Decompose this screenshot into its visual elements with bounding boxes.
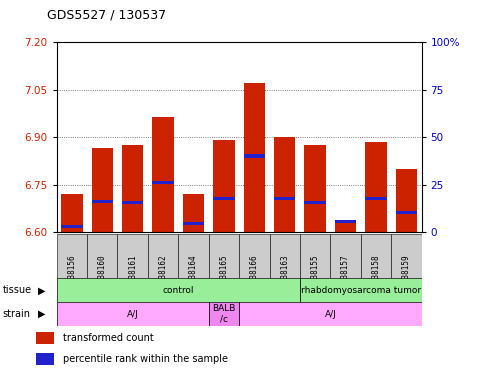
Bar [183, 194, 204, 232]
Bar [183, 222, 204, 225]
Bar [209, 234, 239, 278]
Text: GSM738162: GSM738162 [159, 254, 168, 296]
Bar [152, 117, 174, 232]
Bar [274, 137, 295, 232]
Text: GSM738155: GSM738155 [311, 254, 319, 296]
Bar [61, 225, 82, 228]
Text: transformed count: transformed count [63, 333, 154, 343]
Bar [239, 234, 270, 278]
Text: GSM738165: GSM738165 [219, 254, 228, 296]
Bar [152, 181, 174, 184]
Text: control: control [163, 286, 194, 295]
Bar [92, 200, 113, 203]
Bar [148, 234, 178, 278]
Bar [244, 154, 265, 157]
Bar [305, 200, 326, 204]
Text: GDS5527 / 130537: GDS5527 / 130537 [47, 8, 166, 21]
Bar [391, 234, 422, 278]
Bar [365, 197, 387, 200]
Text: ▶: ▶ [38, 309, 46, 319]
Bar [396, 211, 417, 214]
Bar [270, 234, 300, 278]
Text: A/J: A/J [324, 310, 336, 319]
Bar [36, 332, 54, 344]
Text: GSM738160: GSM738160 [98, 254, 107, 296]
Bar [36, 353, 54, 365]
Bar [209, 302, 239, 326]
Bar [239, 302, 422, 326]
Bar [274, 197, 295, 200]
Bar [335, 220, 356, 223]
Bar [92, 148, 113, 232]
Bar [300, 234, 330, 278]
Bar [122, 145, 143, 232]
Text: GSM738159: GSM738159 [402, 254, 411, 296]
Bar [178, 234, 209, 278]
Text: GSM738163: GSM738163 [280, 254, 289, 296]
Text: GSM738157: GSM738157 [341, 254, 350, 296]
Bar [213, 141, 235, 232]
Text: A/J: A/J [127, 310, 139, 319]
Text: ▶: ▶ [38, 285, 46, 295]
Bar [305, 145, 326, 232]
Text: tissue: tissue [2, 285, 32, 295]
Text: strain: strain [2, 309, 31, 319]
Bar [61, 194, 82, 232]
Text: GSM738166: GSM738166 [250, 254, 259, 296]
Bar [122, 201, 143, 204]
Bar [361, 234, 391, 278]
Bar [87, 234, 117, 278]
Text: BALB
/c: BALB /c [212, 305, 236, 324]
Bar [335, 221, 356, 232]
Bar [396, 169, 417, 232]
Text: rhabdomyosarcoma tumor: rhabdomyosarcoma tumor [301, 286, 421, 295]
Text: percentile rank within the sample: percentile rank within the sample [63, 354, 228, 364]
Bar [365, 142, 387, 232]
Text: GSM738156: GSM738156 [68, 254, 76, 296]
Bar [330, 234, 361, 278]
Text: GSM738161: GSM738161 [128, 254, 137, 296]
Bar [57, 234, 87, 278]
Bar [244, 83, 265, 232]
Bar [57, 278, 300, 302]
Text: GSM738164: GSM738164 [189, 254, 198, 296]
Bar [213, 197, 235, 200]
Text: GSM738158: GSM738158 [371, 254, 381, 296]
Bar [300, 278, 422, 302]
Bar [117, 234, 148, 278]
Bar [57, 302, 209, 326]
